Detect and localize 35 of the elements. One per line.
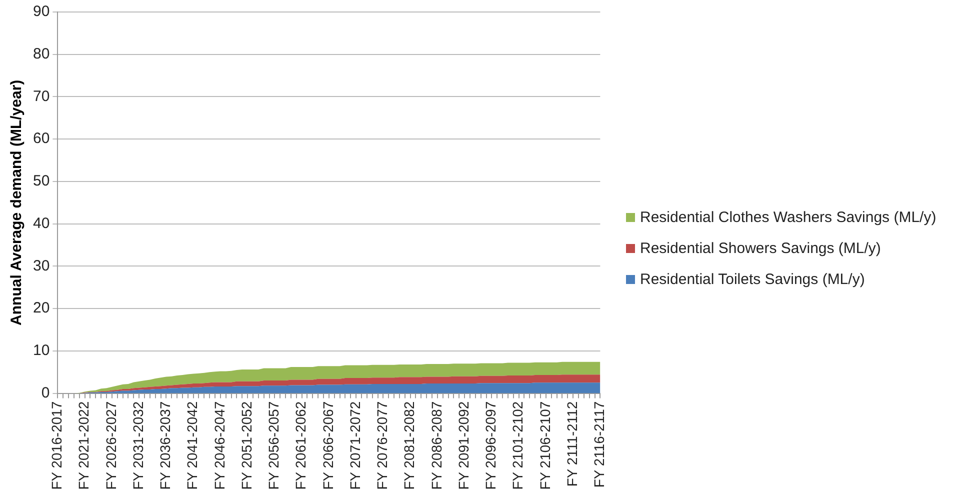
y-tick-label: 90: [32, 3, 50, 20]
x-tick-label: FY 2081-2082: [401, 401, 418, 490]
x-tick-label: FY 2046-2047: [211, 401, 228, 490]
x-tick-label: FY 2066-2067: [320, 401, 336, 490]
legend-label: Residential Toilets Savings (ML/y): [640, 271, 865, 288]
x-tick-label: FY 2061-2062: [292, 401, 309, 490]
x-tick-label: FY 2101-2102: [510, 401, 526, 490]
x-tick-label: FY 2041-2042: [184, 401, 200, 490]
x-tick-label: FY 2026-2027: [102, 401, 119, 490]
x-tick-label: FY 2116-2117: [591, 401, 608, 488]
y-tick-label: 30: [32, 257, 50, 274]
y-tick-label: 80: [32, 46, 50, 63]
x-tick-label: FY 2106-2107: [536, 401, 553, 490]
y-tick-label: 10: [32, 342, 50, 360]
x-tick-label: FY 2071-2072: [346, 401, 363, 490]
x-tick-label: FY 2016-2017: [48, 401, 65, 490]
y-tick-label: 60: [32, 130, 50, 148]
x-tick-label: FY 2021-2022: [76, 401, 92, 490]
x-tick-label: FY 2036-2037: [157, 401, 174, 490]
x-tick-label: FY 2096-2097: [482, 401, 499, 490]
x-tick-label: FY 2031-2032: [130, 401, 146, 490]
x-tick-label: FY 2091-2092: [455, 401, 472, 490]
x-tick-label: FY 2051-2052: [238, 401, 254, 490]
x-tick-label: FY 2056-2057: [266, 401, 282, 490]
legend-label: Residential Showers Savings (ML/y): [640, 240, 881, 257]
y-tick-label: 0: [41, 384, 50, 402]
x-tick-label: FY 2111-2112: [564, 401, 580, 487]
legend-label: Residential Clothes Washers Savings (ML/y): [640, 209, 936, 226]
y-tick-label: 40: [32, 214, 50, 232]
y-tick-label: 50: [32, 172, 50, 190]
y-tick-label: 70: [32, 88, 50, 105]
y-tick-label: 20: [32, 300, 50, 317]
y-axis-title: Annual Average demand (ML/year): [8, 80, 26, 326]
x-tick-label: FY 2086-2087: [428, 401, 444, 490]
x-tick-label: FY 2076-2077: [374, 401, 390, 490]
